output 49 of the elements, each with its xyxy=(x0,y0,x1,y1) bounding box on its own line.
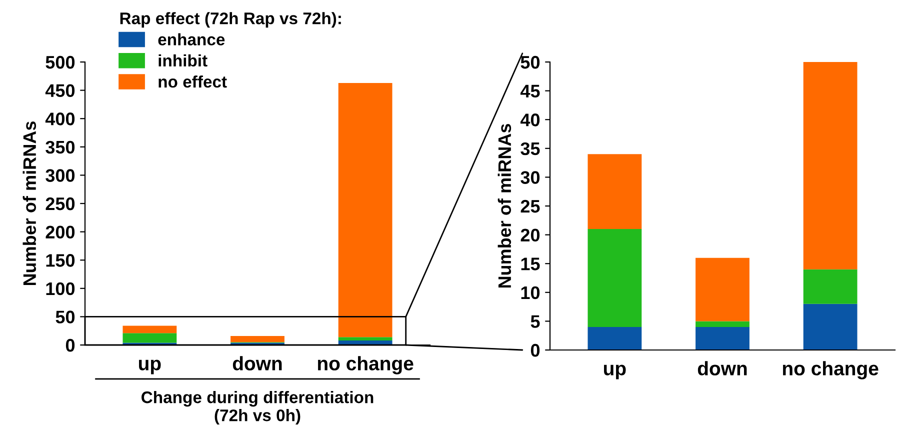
y-tick-label: 250 xyxy=(46,197,75,210)
y-tick-label: 0 xyxy=(530,344,540,357)
bar xyxy=(588,326,642,350)
x-tick-label: down xyxy=(232,356,282,370)
x-tick-label: up xyxy=(604,364,626,380)
x-tick-label: down xyxy=(698,361,747,376)
y-tick-label: 30 xyxy=(520,171,540,184)
y-tick-label: 35 xyxy=(520,142,540,156)
bar xyxy=(696,258,750,322)
y-tick-label: 20 xyxy=(520,228,540,242)
bar xyxy=(338,337,392,340)
y-tick-label: 100 xyxy=(46,282,75,296)
bar xyxy=(338,82,392,338)
bar xyxy=(696,321,750,327)
legend-label: no effect xyxy=(158,75,227,88)
x-tick-label: up xyxy=(139,360,161,374)
y-axis-title: Number of miRNAs xyxy=(498,124,512,288)
y-tick-label: 500 xyxy=(46,56,75,69)
y-tick-label: 300 xyxy=(46,169,75,182)
bar xyxy=(803,304,858,350)
bar xyxy=(122,333,177,343)
bar xyxy=(588,154,642,230)
y-tick-label: 15 xyxy=(521,258,540,270)
x-tick-label: no change xyxy=(318,356,414,374)
y-tick-label: 50 xyxy=(520,56,540,69)
y-tick-label: 45 xyxy=(520,84,540,98)
x-tick-label: no change xyxy=(782,361,878,380)
y-tick-label: 150 xyxy=(46,254,75,267)
y-tick-label: 400 xyxy=(45,112,75,126)
legend-label: enhance xyxy=(158,33,225,46)
y-tick-label: 50 xyxy=(56,310,75,324)
y-tick-label: 200 xyxy=(46,226,75,239)
y-tick-label: 350 xyxy=(46,140,75,154)
y-tick-label: 40 xyxy=(520,114,540,126)
y-tick-label: 5 xyxy=(530,315,540,328)
legend-label: inhibit xyxy=(158,54,208,67)
y-tick-label: 0 xyxy=(66,338,75,352)
y-tick-label: 25 xyxy=(520,200,540,213)
bar xyxy=(230,336,284,342)
bar xyxy=(696,326,750,350)
bar xyxy=(588,229,642,327)
y-axis-title: Number of miRNAs xyxy=(22,121,36,286)
bar xyxy=(803,62,858,270)
bar xyxy=(122,326,177,334)
legend-title: Rap effect (72h Rap vs 72h): xyxy=(120,12,341,28)
x-axis-title: Change during differentiation (72h vs 0h) xyxy=(142,390,374,425)
bar xyxy=(803,269,858,304)
y-tick-label: 450 xyxy=(45,84,75,98)
y-tick-label: 10 xyxy=(521,286,540,300)
